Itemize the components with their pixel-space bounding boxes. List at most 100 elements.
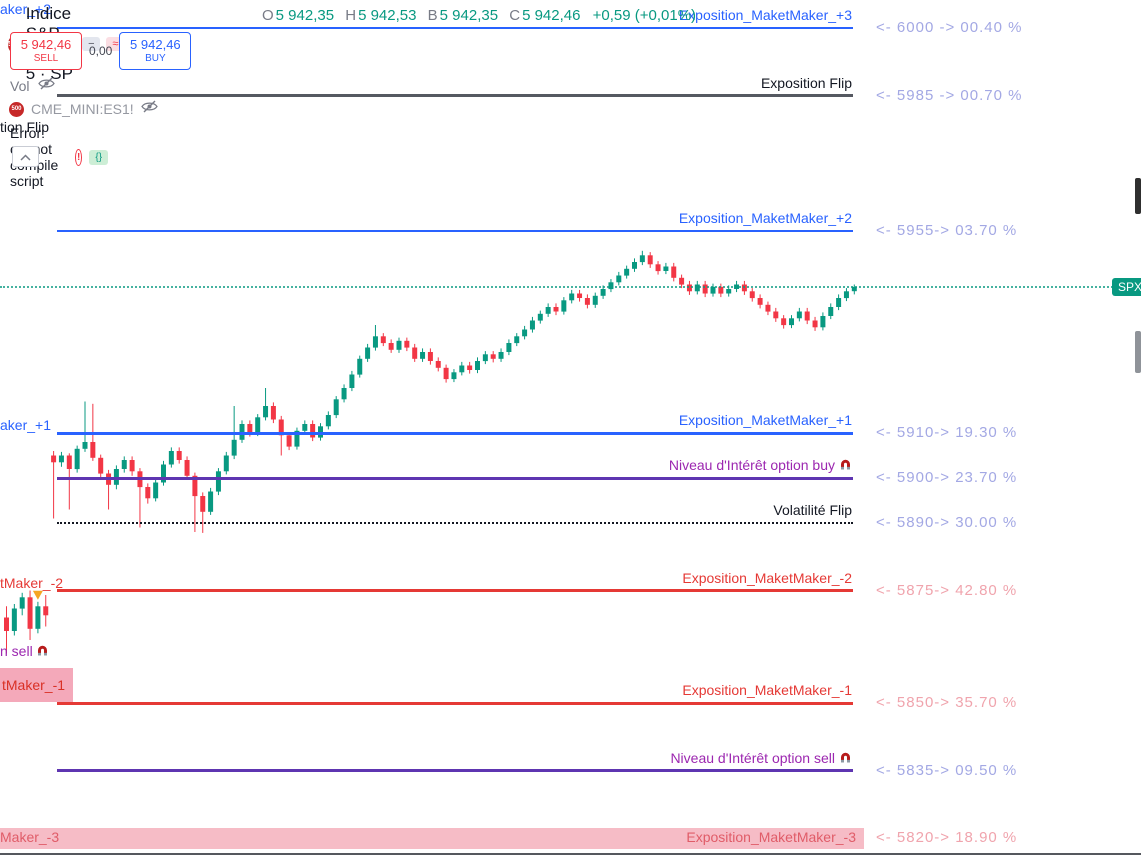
open-label: O	[262, 7, 274, 24]
candle	[380, 336, 386, 344]
candle	[129, 460, 135, 472]
eye-off-icon[interactable]	[140, 100, 158, 118]
source-code-icon[interactable]: {}	[89, 149, 109, 165]
candle	[168, 451, 174, 465]
candle	[506, 343, 512, 352]
buy-button[interactable]: 5 942,46 BUY	[119, 32, 192, 70]
open-value: 5 942,35	[275, 7, 335, 24]
candle	[435, 361, 441, 368]
candle	[577, 293, 583, 298]
sell-button[interactable]: 5 942,46 SELL	[10, 32, 82, 70]
candle	[231, 439, 237, 456]
spread-value: 0,00	[89, 44, 113, 58]
candle	[286, 435, 292, 447]
candle	[569, 293, 575, 301]
candle	[247, 424, 253, 433]
candle	[137, 471, 143, 488]
error-exclamation-icon[interactable]: !	[75, 148, 83, 166]
volume-label: Vol	[10, 78, 30, 94]
candle	[372, 336, 378, 348]
current-price-line	[0, 285, 1141, 288]
candle	[74, 448, 80, 470]
volume-legend-row: Vol	[10, 77, 56, 95]
candle	[804, 311, 810, 321]
candle	[98, 457, 104, 474]
high-label: H	[345, 7, 357, 24]
candle	[796, 311, 802, 319]
candle	[278, 419, 284, 436]
sell-label: SELL	[33, 52, 59, 64]
candle	[27, 597, 33, 629]
candle	[600, 289, 606, 296]
candle	[616, 275, 622, 283]
candle	[757, 298, 763, 305]
candle	[412, 347, 418, 359]
chevron-up-icon	[20, 148, 31, 166]
low-label: B	[427, 7, 438, 24]
candle	[828, 307, 834, 316]
candle	[671, 266, 677, 278]
legend-collapse-button[interactable]	[12, 146, 39, 167]
candle	[255, 417, 261, 434]
symbol-flag-spx: SPX	[1112, 277, 1141, 296]
candle	[851, 286, 857, 292]
candle	[294, 430, 300, 447]
sell-signal-marker	[32, 590, 43, 600]
candle	[341, 388, 347, 400]
candle	[427, 352, 433, 361]
candle	[310, 424, 316, 438]
candle	[443, 367, 449, 380]
candle	[90, 442, 96, 458]
candle	[710, 286, 716, 294]
candle	[836, 298, 842, 307]
candle	[624, 268, 630, 276]
trade-panel: 5 942,46 SELL 0,00 5 942,46 BUY	[10, 32, 192, 70]
candle	[592, 295, 598, 305]
candle	[388, 343, 394, 350]
candle	[561, 300, 567, 312]
low-value: 5 942,35	[439, 7, 499, 24]
candle	[475, 361, 480, 370]
change-value: +0,59 (+0,01%)	[592, 7, 697, 24]
high-value: 5 942,53	[358, 7, 417, 24]
candle	[325, 415, 331, 427]
candle	[51, 455, 57, 463]
candle	[702, 284, 708, 294]
candle	[789, 318, 794, 326]
candle	[498, 352, 504, 359]
close-label: C	[509, 7, 521, 24]
secondary-symbol-label[interactable]: CME_MINI:ES1!	[31, 101, 134, 117]
candle	[318, 426, 323, 438]
candle	[490, 354, 496, 359]
candle	[215, 471, 221, 492]
candle	[529, 320, 535, 330]
candle	[655, 264, 661, 272]
candle	[514, 336, 520, 344]
candle	[781, 318, 787, 326]
candle	[161, 464, 166, 483]
dash-badge[interactable]: −	[82, 37, 101, 51]
candle	[843, 291, 849, 299]
candle	[365, 347, 371, 359]
es1-logo: 500	[9, 101, 24, 117]
candle	[396, 340, 402, 350]
candle	[239, 424, 245, 440]
candle	[208, 491, 214, 512]
candle	[113, 469, 119, 485]
buy-price: 5 942,46	[130, 36, 181, 52]
candle	[263, 406, 269, 418]
candlestick-series	[4, 250, 857, 654]
candle	[820, 316, 826, 328]
candle	[192, 475, 198, 497]
candle	[43, 606, 49, 616]
candle	[4, 617, 9, 631]
eye-off-icon[interactable]	[38, 77, 56, 95]
secondary-symbol-row: 500 CME_MINI:ES1!	[9, 100, 158, 118]
candle	[459, 365, 465, 373]
candle	[223, 455, 229, 472]
close-value: 5 942,46	[522, 7, 581, 24]
candle	[718, 286, 724, 294]
